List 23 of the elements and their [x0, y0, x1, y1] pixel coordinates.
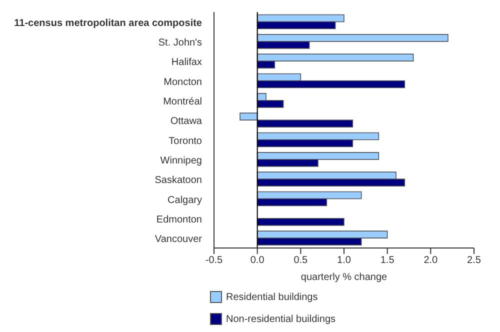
- y-tick-label: Edmonton: [156, 214, 202, 226]
- x-tick-label: 0.0: [250, 255, 265, 266]
- legend-label: Residential buildings: [226, 292, 318, 302]
- x-tick-label: 1.5: [380, 255, 395, 266]
- y-tick-label: Winnipeg: [160, 156, 202, 166]
- x-tick-label: -0.5: [205, 255, 224, 266]
- y-tick-label: Saskatoon: [154, 175, 202, 186]
- y-tick-label: Toronto: [168, 136, 202, 147]
- y-tick-label: Vancouver: [154, 234, 203, 246]
- legend-label: Non-residential buildings: [226, 314, 336, 324]
- x-axis-title: quarterly % change: [300, 272, 388, 283]
- x-tick-label: 0.5: [294, 255, 308, 266]
- y-tick-label: St. John's: [158, 38, 202, 48]
- y-tick-label: Calgary: [168, 194, 202, 206]
- y-tick-label: Ottawa: [170, 116, 202, 128]
- y-tick-label: Montréal: [163, 96, 202, 108]
- y-tick-label: Moncton: [164, 76, 202, 88]
- x-tick-label: 2.5: [467, 255, 482, 266]
- bar: [256, 218, 344, 226]
- x-tick-label: 1.0: [337, 255, 352, 266]
- y-tick-label: Halifax: [171, 57, 202, 68]
- y-tick-label: 11-census metropolitan area composite: [14, 18, 202, 29]
- x-tick-label: 2.0: [424, 255, 438, 266]
